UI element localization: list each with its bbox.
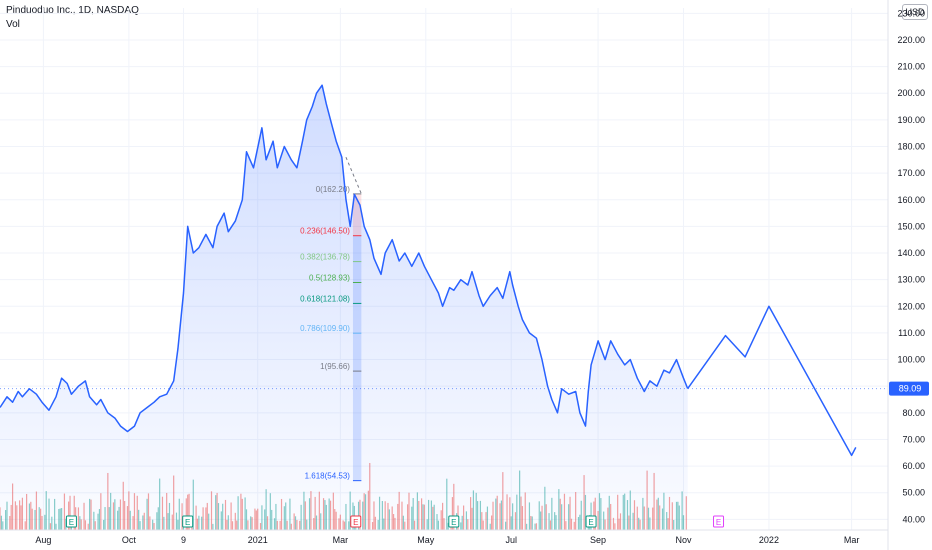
price-line [0,84,689,433]
y-tick-label: 230.00 [897,8,925,18]
x-tick-label: 9 [181,535,186,545]
y-tick-label: 50.00 [902,488,925,498]
y-tick-label: 150.00 [897,221,925,231]
fib-level-label: 0.382(136.78) [300,253,350,262]
fib-level-label: 0.618(121.08) [300,294,350,303]
y-tick-label: 170.00 [897,168,925,178]
price-area [0,85,688,530]
fib-zone [352,235,362,481]
y-tick-label: 220.00 [897,35,925,45]
y-tick-label: 40.00 [902,514,925,524]
y-tick-label: 200.00 [897,88,925,98]
earnings-box [585,515,597,528]
fib-level-label: 1.618(54.53) [305,472,351,481]
fib-trend-line [345,156,362,195]
earnings-box [713,515,725,528]
earnings-marker[interactable]: E [182,515,194,528]
x-tick-label: Oct [122,535,137,545]
currency-button[interactable]: USD [902,4,928,20]
earnings-marker[interactable]: E [585,515,597,528]
x-tick-label: 2022 [759,535,779,545]
y-tick-label: 180.00 [897,141,925,151]
x-tick-label: Jul [505,535,517,545]
last-price-badge [889,381,929,396]
y-tick-label: 70.00 [902,434,925,444]
earnings-box [448,515,460,528]
fib-level-label: 0(162.20) [316,185,351,194]
earnings-letter: E [353,518,358,527]
fib-level-label: 0.236(146.50) [300,227,350,236]
fib-zone [352,193,362,236]
y-tick-label: 130.00 [897,275,925,285]
y-tick-label: 140.00 [897,248,925,258]
projection-line [687,305,857,457]
earnings-marker[interactable]: E [65,515,77,528]
x-tick-label: Nov [676,535,693,545]
y-tick-label: 190.00 [897,115,925,125]
earnings-letter: E [588,518,593,527]
x-tick-label: Mar [844,535,860,545]
y-tick-label: 100.00 [897,355,925,365]
last-price-label: 89.09 [899,384,922,394]
fib-level-label: 0.786(109.90) [300,324,350,333]
fib-level-label: 1(95.66) [320,362,350,371]
earnings-box [350,515,362,528]
y-tick-label: 160.00 [897,195,925,205]
earnings-marker[interactable]: E [448,515,460,528]
earnings-letter: E [451,518,456,527]
x-tick-label: May [417,535,435,545]
y-tick-label: 60.00 [902,461,925,471]
earnings-letter: E [716,518,721,527]
y-tick-label: 80.00 [902,408,925,418]
x-tick-label: Sep [590,535,606,545]
earnings-marker[interactable]: E [713,515,725,528]
earnings-marker[interactable]: E [350,515,362,528]
x-tick-label: 2021 [248,535,268,545]
y-tick-label: 110.00 [898,328,925,338]
fib-level-label: 0.5(128.93) [309,274,350,283]
earnings-letter: E [69,518,74,527]
x-tick-label: Mar [333,535,349,545]
earnings-box [65,515,77,528]
chart-title: Pinduoduo Inc., 1D, NASDAQ [6,5,139,16]
y-tick-label: 210.00 [897,62,925,72]
volume-label: Vol [6,19,20,30]
earnings-letter: E [185,518,190,527]
x-tick-label: Aug [35,535,51,545]
y-tick-label: 120.00 [897,301,925,311]
earnings-box [182,515,194,528]
